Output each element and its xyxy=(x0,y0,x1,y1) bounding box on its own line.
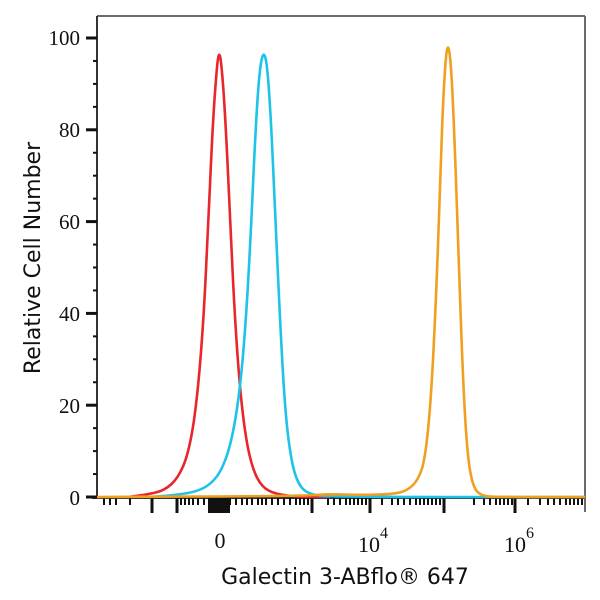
y-tick-label: 60 xyxy=(59,210,80,234)
x-axis-title: Galectin 3-ABflo® 647 xyxy=(221,565,469,590)
y-tick-labels: 0 20 40 60 80 100 xyxy=(49,26,81,510)
y-axis-title: Relative Cell Number xyxy=(21,141,46,374)
x-tick-label-1e6: 106 xyxy=(504,525,534,557)
y-tick-label: 80 xyxy=(59,118,80,142)
x-tick-labels: 0 104 106 xyxy=(215,525,535,557)
x-tick-label-1e4: 104 xyxy=(358,525,388,557)
y-tick-label: 40 xyxy=(59,302,80,326)
histogram-curves xyxy=(96,46,585,499)
cyan-curve xyxy=(149,53,585,499)
red-control-curve xyxy=(127,53,330,499)
orange-stained-curve xyxy=(96,46,585,499)
y-tick-label: 100 xyxy=(49,26,81,50)
x-tick-label-zero: 0 xyxy=(215,528,226,553)
y-axis-ticks xyxy=(86,36,97,499)
x-axis-ticks xyxy=(103,498,583,513)
plot-frame xyxy=(92,15,586,512)
y-tick-label: 0 xyxy=(70,486,81,510)
y-tick-label: 20 xyxy=(59,394,80,418)
